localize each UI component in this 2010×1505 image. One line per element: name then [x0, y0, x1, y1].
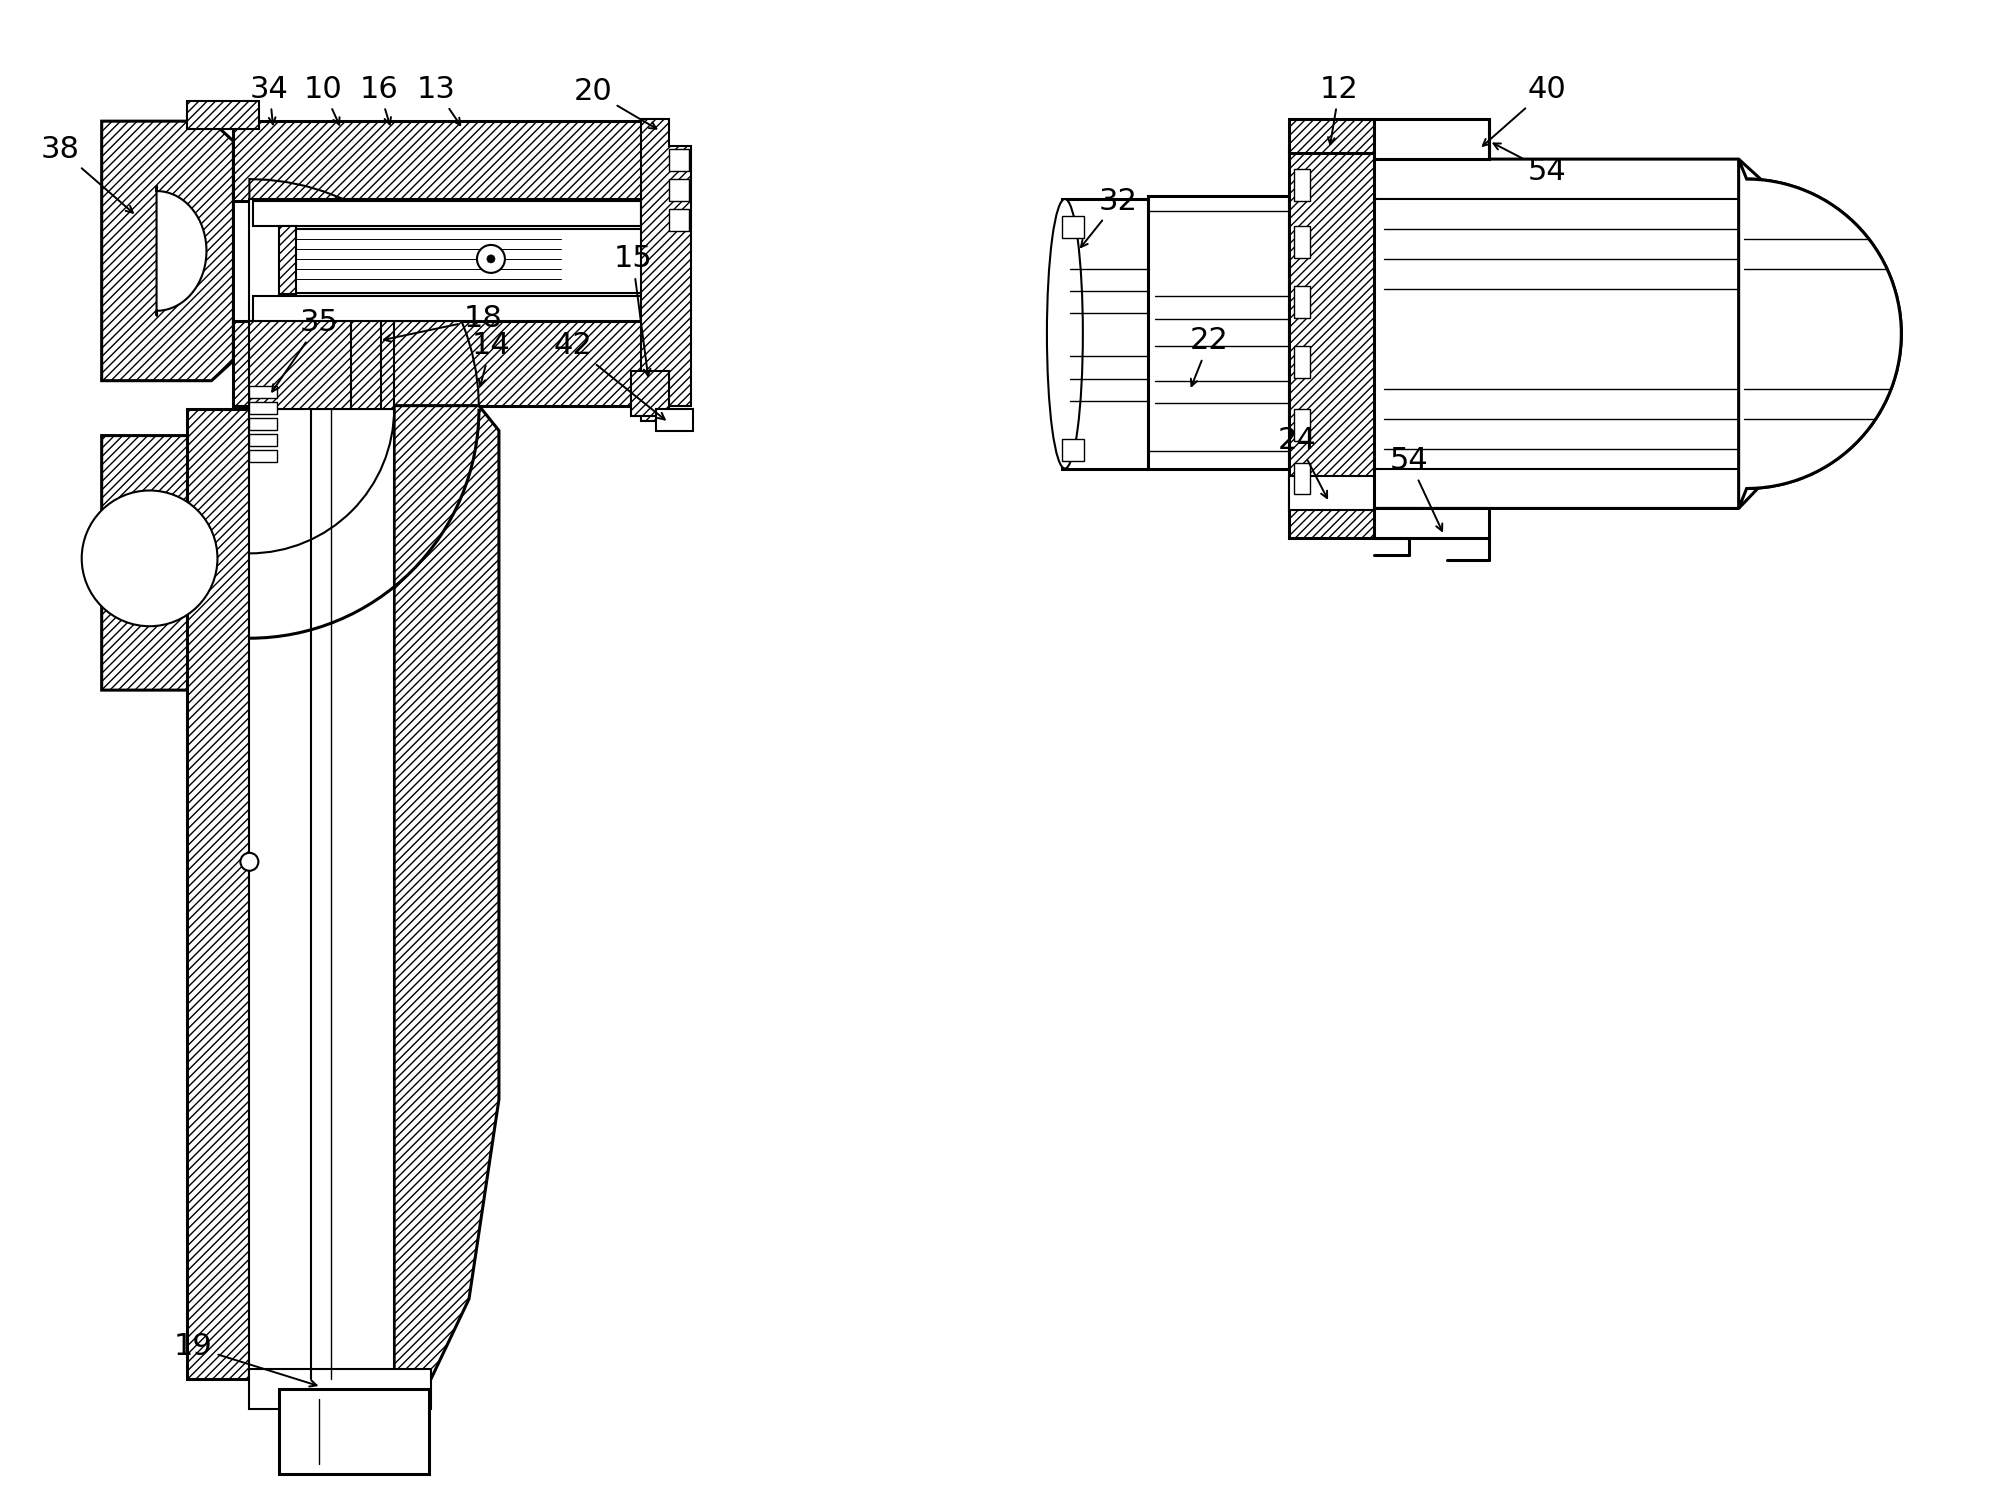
Bar — [1294, 169, 1311, 202]
Bar — [1294, 346, 1311, 378]
Polygon shape — [233, 321, 661, 406]
Polygon shape — [249, 1370, 430, 1409]
Ellipse shape — [1047, 199, 1083, 468]
Polygon shape — [1375, 119, 1489, 160]
Text: 54: 54 — [1493, 143, 1566, 185]
Polygon shape — [279, 226, 295, 293]
Text: 22: 22 — [1190, 327, 1228, 387]
Bar — [1061, 217, 1083, 238]
Circle shape — [241, 853, 259, 871]
Polygon shape — [1290, 476, 1375, 510]
Polygon shape — [157, 187, 207, 316]
Text: 13: 13 — [416, 75, 460, 125]
Polygon shape — [253, 296, 641, 321]
Circle shape — [82, 491, 217, 626]
Text: 54: 54 — [1389, 445, 1443, 531]
Bar — [249, 385, 277, 397]
Polygon shape — [1061, 199, 1148, 468]
Polygon shape — [669, 209, 689, 230]
Bar — [249, 433, 277, 445]
Polygon shape — [249, 199, 651, 321]
Polygon shape — [1290, 149, 1375, 510]
Text: 20: 20 — [573, 77, 657, 128]
Text: 38: 38 — [40, 134, 133, 212]
Text: 34: 34 — [249, 75, 289, 125]
Bar — [1294, 286, 1311, 318]
Text: 32: 32 — [1081, 187, 1138, 247]
Polygon shape — [187, 409, 249, 1379]
Polygon shape — [669, 179, 689, 202]
Polygon shape — [249, 321, 394, 409]
Polygon shape — [1290, 119, 1375, 154]
Polygon shape — [253, 202, 641, 226]
Bar — [249, 417, 277, 429]
Text: 16: 16 — [360, 75, 398, 125]
Bar — [1294, 462, 1311, 495]
Text: 18: 18 — [384, 304, 502, 342]
Bar — [249, 450, 277, 462]
Polygon shape — [1375, 509, 1489, 539]
Polygon shape — [281, 229, 649, 293]
Text: 35: 35 — [271, 309, 340, 391]
Text: 15: 15 — [613, 244, 651, 376]
Polygon shape — [641, 119, 691, 420]
Polygon shape — [1290, 509, 1409, 539]
Polygon shape — [631, 370, 669, 415]
Text: 40: 40 — [1483, 75, 1566, 146]
Polygon shape — [257, 129, 661, 196]
Polygon shape — [394, 406, 498, 1379]
Polygon shape — [655, 409, 693, 430]
Text: 19: 19 — [175, 1332, 316, 1386]
Text: 14: 14 — [472, 331, 511, 385]
Polygon shape — [233, 122, 661, 202]
Polygon shape — [249, 179, 478, 409]
Bar — [1294, 226, 1311, 257]
Polygon shape — [279, 1389, 428, 1473]
Bar — [249, 402, 277, 414]
Text: 10: 10 — [304, 75, 342, 125]
Bar — [1294, 409, 1311, 441]
Polygon shape — [187, 101, 259, 129]
Circle shape — [476, 245, 505, 272]
Polygon shape — [103, 122, 233, 381]
Polygon shape — [103, 435, 233, 691]
Polygon shape — [1739, 160, 1901, 509]
Text: 12: 12 — [1321, 75, 1359, 144]
Circle shape — [486, 254, 494, 263]
Bar — [1061, 438, 1083, 461]
Text: 24: 24 — [1278, 426, 1327, 498]
Polygon shape — [1148, 196, 1290, 468]
Polygon shape — [1375, 160, 1761, 509]
Text: 42: 42 — [553, 331, 665, 420]
Polygon shape — [249, 409, 394, 1379]
Polygon shape — [257, 331, 661, 396]
Polygon shape — [669, 149, 689, 172]
